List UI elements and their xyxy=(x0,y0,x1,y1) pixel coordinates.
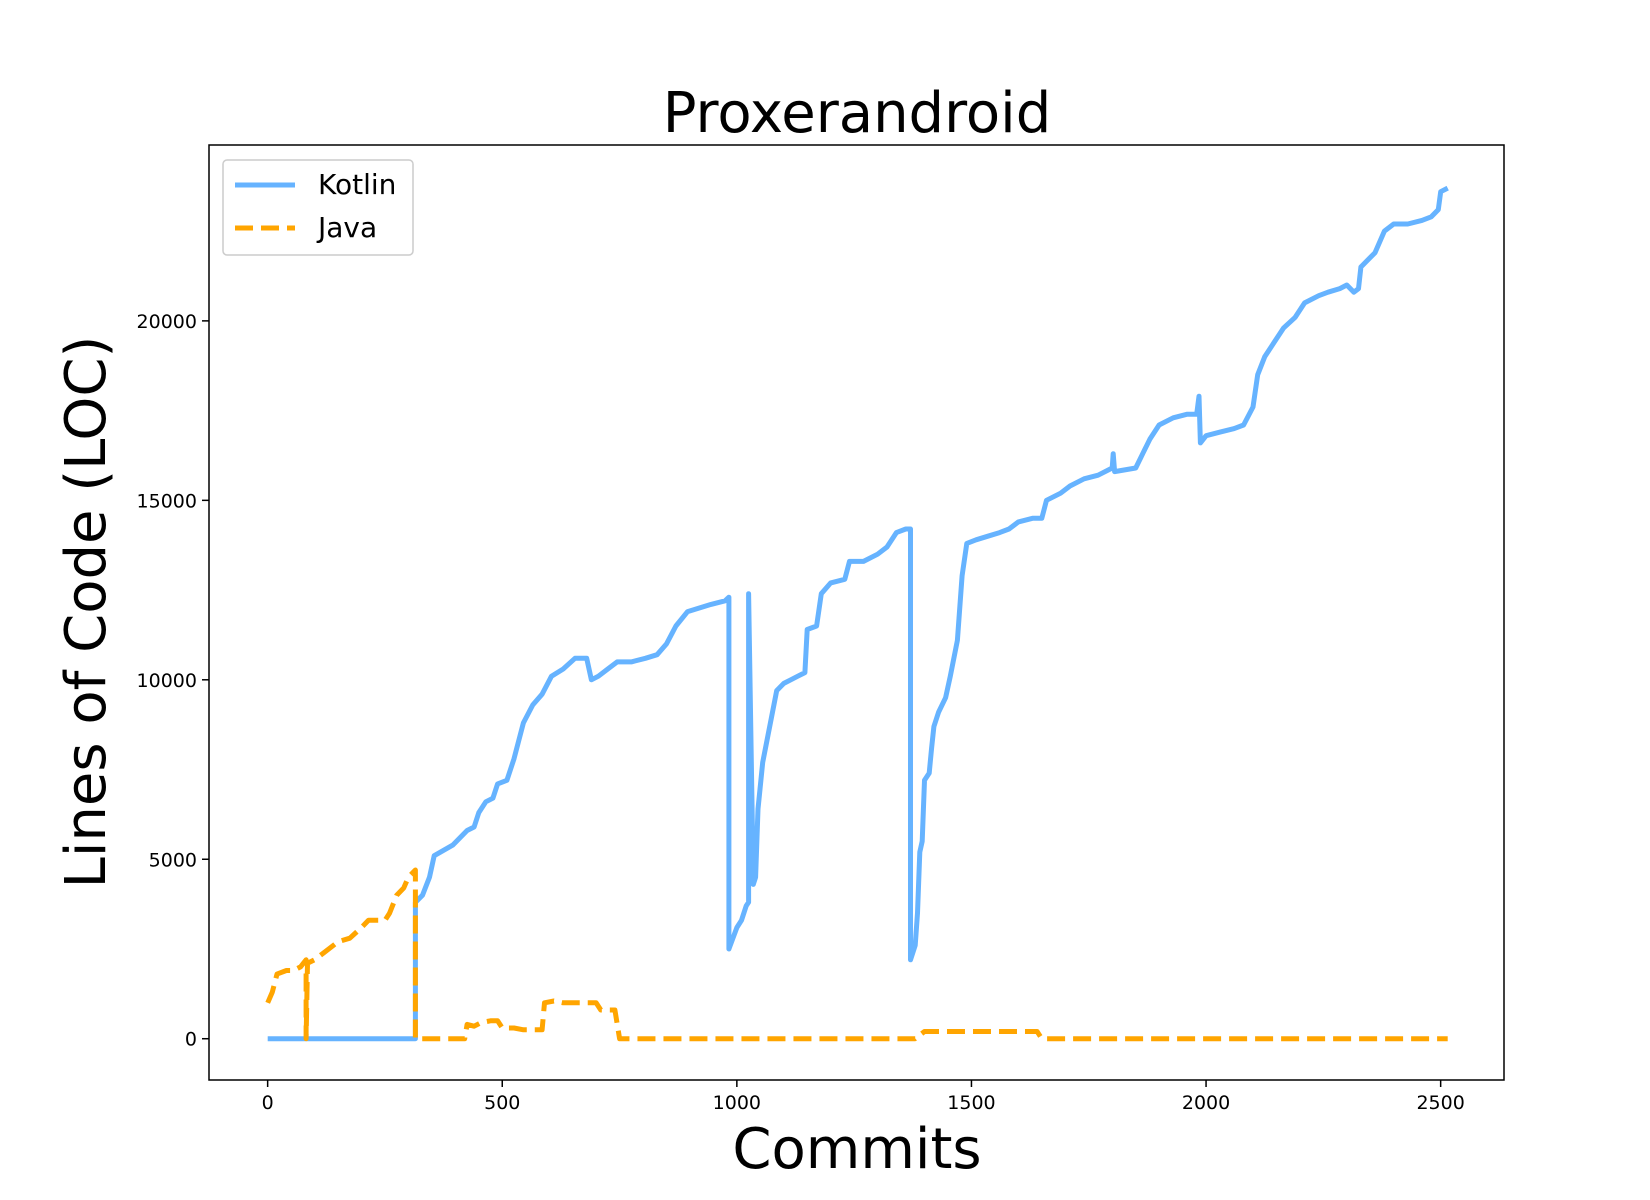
legend: Kotlin Java xyxy=(222,159,414,256)
y-tick-label: 15000 xyxy=(137,490,197,512)
chart-title: Proxerandroid xyxy=(663,81,1052,146)
x-tick-label: 2500 xyxy=(1416,1092,1464,1114)
y-axis-ticks: 0 5000 10000 15000 20000 xyxy=(137,311,209,1051)
x-tick-label: 1000 xyxy=(713,1092,761,1114)
y-tick-label: 20000 xyxy=(137,311,197,333)
legend-kotlin-label: Kotlin xyxy=(318,168,396,201)
y-tick-label: 5000 xyxy=(149,849,197,871)
y-axis-label: Lines of Code (LOC) xyxy=(54,336,119,889)
x-tick-label: 0 xyxy=(262,1092,274,1114)
plot-area xyxy=(265,185,1449,1042)
x-tick-label: 2000 xyxy=(1182,1092,1230,1114)
x-tick-label: 1500 xyxy=(947,1092,995,1114)
plot-frame xyxy=(208,144,1505,1081)
series-java-line xyxy=(265,867,1448,1042)
legend-java-label: Java xyxy=(316,211,377,244)
x-tick-label: 500 xyxy=(484,1092,520,1114)
y-tick-label: 10000 xyxy=(137,670,197,692)
series-kotlin-line xyxy=(267,185,1449,1042)
y-tick-label: 0 xyxy=(185,1029,197,1051)
x-axis-label: Commits xyxy=(732,1117,981,1182)
x-axis-ticks: 0 500 1000 1500 2000 2500 xyxy=(262,1080,1465,1114)
